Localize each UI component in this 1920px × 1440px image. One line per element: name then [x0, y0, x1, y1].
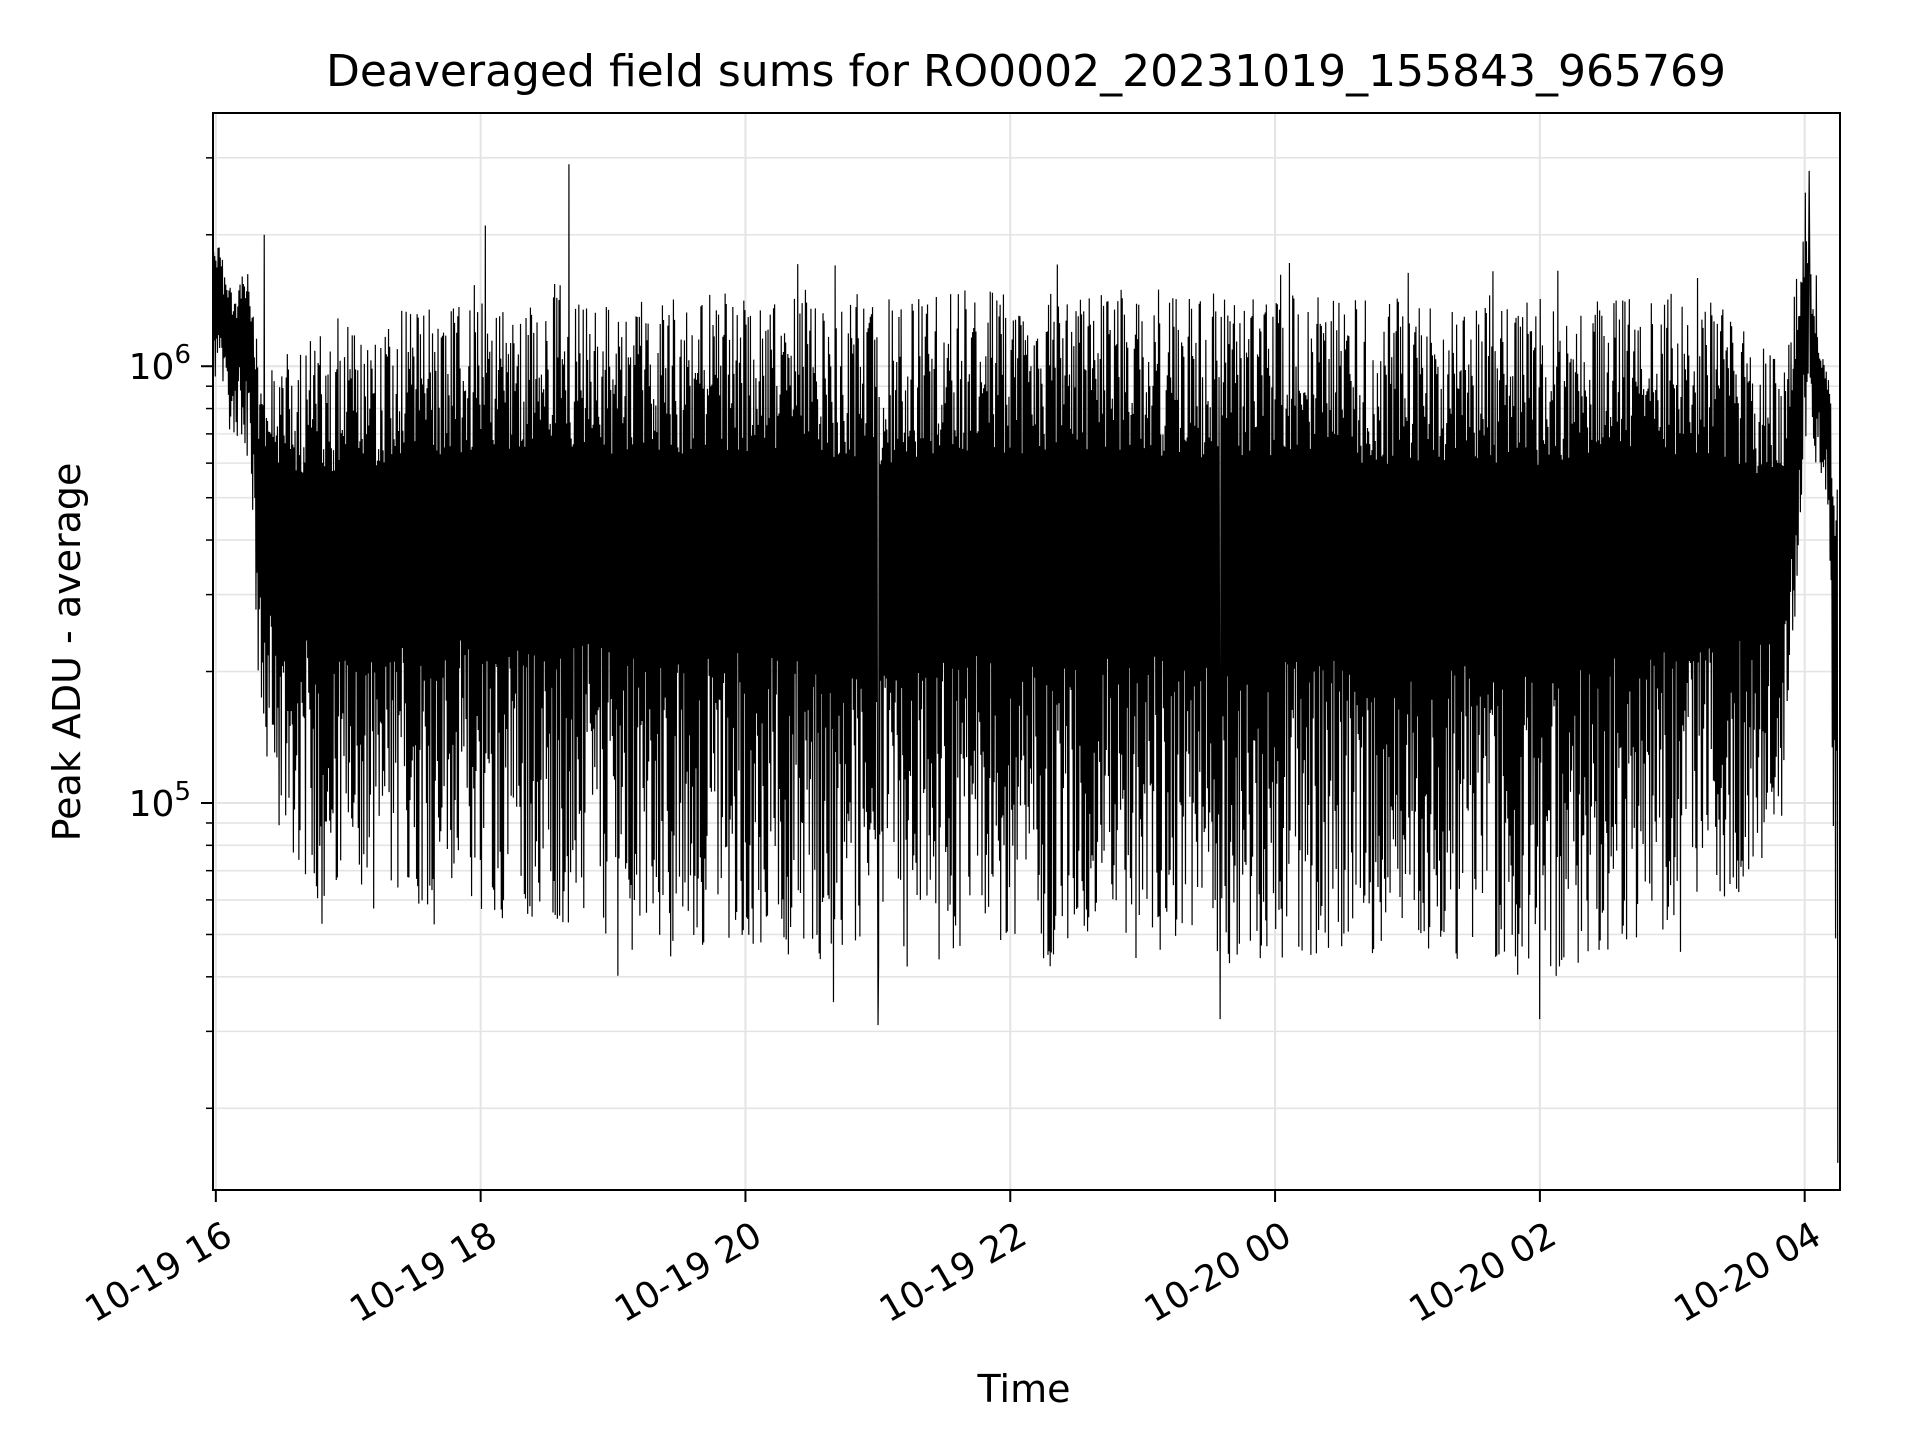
- series-line: [213, 164, 1839, 1163]
- y-axis: 105 106: [129, 157, 213, 1110]
- series-path: [213, 164, 1839, 1163]
- y-tick-label: 106: [129, 340, 191, 388]
- plot-frame: [212, 112, 1841, 1191]
- chart-title: Deaveraged field sums for RO0002_2023101…: [326, 46, 1726, 97]
- y-tick-label: 105: [129, 777, 191, 825]
- y-axis-label: Peak ADU - average: [45, 463, 89, 842]
- x-axis-label: Time: [977, 1367, 1071, 1411]
